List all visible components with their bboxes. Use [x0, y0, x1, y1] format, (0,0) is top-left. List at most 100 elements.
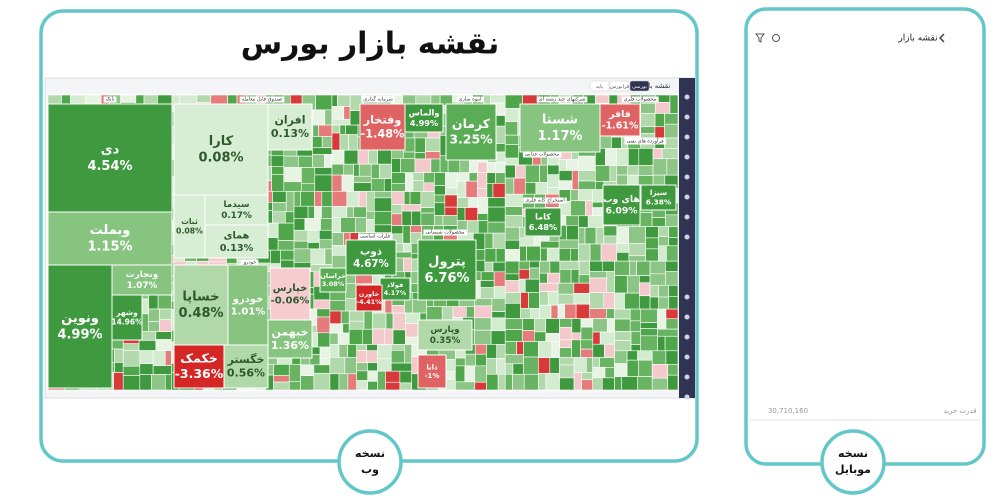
mosaic-tile — [474, 365, 487, 383]
stock-tile — [267, 103, 313, 151]
mosaic-tile — [340, 217, 356, 233]
mosaic-tile — [354, 217, 367, 233]
sidebar-icon[interactable] — [684, 234, 690, 240]
sidebar-icon[interactable] — [684, 194, 690, 200]
mosaic-tile — [640, 322, 658, 329]
mosaic-tile — [372, 328, 386, 345]
mosaic-tile — [337, 332, 350, 345]
tab[interactable] — [609, 80, 630, 92]
sidebar-icon[interactable] — [684, 134, 690, 140]
mobile-badge — [820, 429, 886, 495]
mosaic-tile — [592, 357, 600, 368]
mosaic-tile — [329, 332, 339, 345]
sidebar-icon[interactable] — [684, 334, 690, 340]
mosaic-tile — [614, 308, 631, 320]
mosaic-tile — [300, 191, 315, 207]
refresh-icon[interactable] — [772, 34, 780, 42]
mosaic-tile — [277, 240, 295, 251]
mosaic-tile — [366, 210, 375, 220]
mosaic-tile — [657, 308, 667, 330]
mosaic-tile — [285, 211, 295, 224]
sector-label-bg — [621, 96, 659, 103]
mosaic-tile — [343, 163, 354, 176]
mosaic-tile — [307, 229, 320, 243]
mosaic-tile — [293, 240, 309, 250]
mosaic-tile — [465, 180, 478, 198]
tab[interactable] — [629, 80, 650, 92]
mosaic-tile — [273, 364, 290, 376]
mosaic-tile — [665, 308, 679, 320]
mosaic-tile — [559, 339, 572, 349]
mosaic-tile — [277, 222, 295, 241]
sidebar-icon[interactable] — [684, 214, 690, 220]
stock-name: فولاد — [387, 281, 403, 289]
mosaic-tile — [464, 365, 476, 383]
mosaic-tile — [540, 247, 548, 262]
back-icon[interactable] — [938, 33, 945, 43]
mosaic-tile — [310, 248, 326, 265]
mosaic-tile — [614, 260, 630, 276]
sidebar-icon[interactable] — [684, 94, 690, 100]
mosaic-tile — [592, 377, 603, 391]
sidebar-icon[interactable] — [684, 154, 690, 160]
mosaic-tile — [372, 312, 387, 330]
sidebar-icon[interactable] — [684, 394, 690, 400]
mosaic-tile — [580, 318, 594, 328]
mosaic-tile — [504, 341, 517, 355]
tab-label[interactable]: فرابورس — [610, 84, 630, 90]
sidebar-icon[interactable] — [684, 294, 690, 300]
mosaic-tile — [391, 172, 406, 184]
mosaic-tile — [628, 148, 640, 166]
sector-label: محصولات غذایی — [525, 152, 559, 158]
mosaic-tile — [318, 124, 333, 137]
mosaic-tile — [196, 94, 211, 103]
mosaic-tile — [425, 137, 441, 152]
mosaic-tile — [504, 121, 519, 136]
mosaic-tile — [321, 136, 333, 149]
mosaic-tile — [401, 204, 422, 212]
mosaic-tile — [412, 180, 425, 192]
sidebar-icon[interactable] — [684, 174, 690, 180]
mosaic-tile — [414, 152, 426, 160]
mosaic-tile — [614, 340, 632, 352]
mosaic-tile — [329, 356, 346, 375]
mosaic-tile — [366, 191, 375, 212]
mosaic-tile — [331, 217, 341, 233]
stock-name: خبهمن — [272, 325, 309, 338]
stock-change: 4.99% — [57, 327, 102, 342]
sector-label: بانک — [106, 97, 115, 103]
mosaic-tile — [475, 353, 487, 367]
mosaic-tile — [504, 373, 513, 391]
mosaic-tile — [640, 328, 658, 337]
sidebar-icon[interactable] — [684, 314, 690, 320]
mosaic-tile — [484, 261, 494, 273]
tab[interactable] — [589, 80, 610, 92]
mosaic-tile — [578, 260, 590, 276]
sector-label-bg — [103, 96, 117, 103]
mosaic-tile — [525, 164, 540, 183]
mosaic-tile — [658, 284, 670, 298]
sidebar-icon[interactable] — [684, 354, 690, 360]
mosaic-tile — [520, 308, 532, 319]
filter-icon[interactable] — [755, 33, 765, 43]
sidebar-icon[interactable] — [684, 374, 690, 380]
mosaic-tile — [504, 280, 520, 293]
tab-label[interactable]: بورسی — [632, 84, 647, 90]
tab-label[interactable]: پایه — [596, 84, 604, 90]
mosaic-tile — [513, 177, 526, 195]
stock-name: همای — [224, 231, 250, 242]
mosaic-tile — [270, 249, 281, 264]
mosaic-tile — [637, 376, 653, 391]
mosaic-tile — [270, 155, 285, 167]
stock-tile — [417, 239, 477, 301]
mosaic-tile — [312, 109, 326, 126]
mosaic-tile — [415, 94, 432, 106]
mosaic-tile — [374, 224, 392, 233]
mosaic-tile — [518, 269, 530, 280]
sidebar-icon[interactable] — [684, 114, 690, 120]
mosaic-tile — [614, 376, 623, 391]
mosaic-tile — [551, 341, 560, 358]
mosaic-tile — [455, 381, 476, 391]
stock-name: خگستر — [227, 353, 265, 366]
